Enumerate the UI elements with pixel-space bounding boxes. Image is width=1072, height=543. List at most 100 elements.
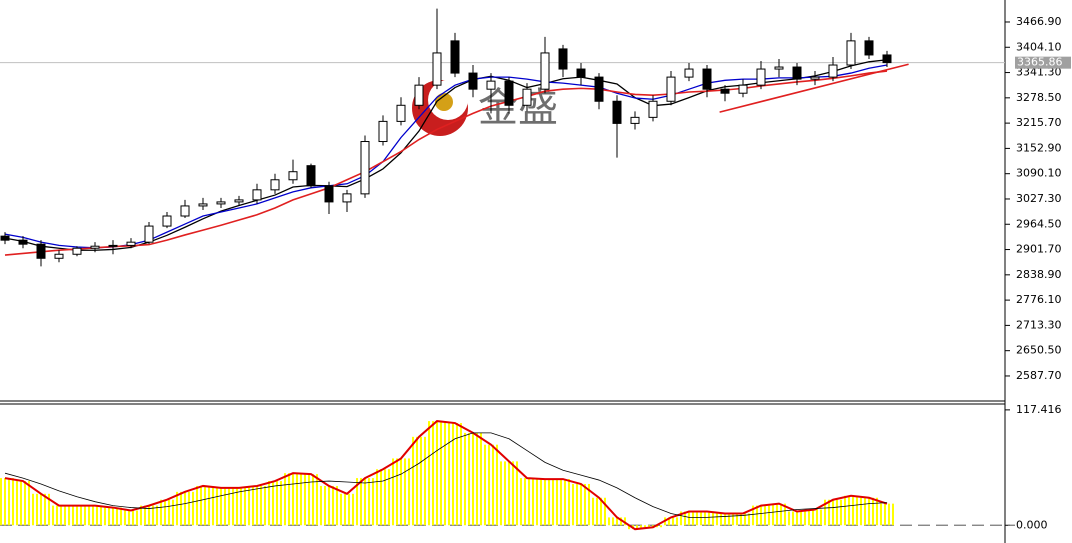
histogram-bar bbox=[590, 497, 608, 526]
candle-body bbox=[558, 48, 568, 70]
histogram-bar bbox=[572, 483, 590, 526]
histogram-bar bbox=[770, 503, 788, 526]
y-tick-label: 3215.70 bbox=[1016, 116, 1062, 129]
histogram-bar bbox=[0, 478, 14, 526]
histogram-bar bbox=[392, 458, 410, 526]
candle-body bbox=[504, 80, 514, 106]
candle-body bbox=[630, 116, 640, 124]
histogram-bar bbox=[266, 481, 284, 526]
candle-body bbox=[576, 68, 586, 78]
candle-body bbox=[216, 201, 226, 205]
trend-line bbox=[719, 63, 909, 113]
histogram-bar bbox=[356, 478, 374, 526]
candle-body bbox=[432, 52, 442, 86]
histogram-bar bbox=[14, 481, 32, 526]
candle-body bbox=[756, 68, 766, 86]
y-tick-label: 2901.70 bbox=[1016, 243, 1062, 256]
y-tick-label: 3404.10 bbox=[1016, 40, 1062, 53]
histogram-bar bbox=[806, 509, 824, 526]
candle-body bbox=[666, 76, 676, 102]
candle-body bbox=[0, 235, 10, 241]
histogram-bar bbox=[536, 479, 554, 526]
y-tick-label: 0.000 bbox=[1016, 518, 1048, 531]
histogram-bar bbox=[698, 511, 716, 526]
last-price-box bbox=[1015, 56, 1071, 69]
candle-body bbox=[72, 247, 82, 255]
candle-body bbox=[720, 88, 730, 94]
y-tick-label: 3090.10 bbox=[1016, 167, 1062, 180]
histogram-bar bbox=[554, 479, 572, 526]
histogram-bar bbox=[320, 485, 338, 526]
histogram-bar bbox=[662, 517, 680, 526]
watermark: 金盛 bbox=[478, 85, 558, 131]
histogram-bar bbox=[122, 510, 140, 526]
y-tick-label: 3027.30 bbox=[1016, 192, 1062, 205]
histogram-bar bbox=[248, 485, 266, 526]
histogram-bar bbox=[446, 423, 464, 526]
candle-body bbox=[162, 215, 172, 227]
candle-body bbox=[288, 171, 298, 181]
candle-body bbox=[234, 199, 244, 203]
candle-body bbox=[882, 54, 892, 64]
histogram-bar bbox=[842, 495, 860, 526]
candle-body bbox=[414, 84, 424, 106]
histogram-bar bbox=[410, 436, 428, 526]
candle-body bbox=[126, 241, 136, 246]
y-tick-label: 3341.30 bbox=[1016, 66, 1062, 79]
histogram-bar bbox=[734, 513, 752, 526]
histogram-bar bbox=[716, 513, 734, 526]
candle-body bbox=[198, 203, 208, 207]
histogram-bar bbox=[194, 485, 212, 526]
histogram-bar bbox=[500, 461, 518, 526]
histogram-bar bbox=[212, 487, 230, 526]
candle-body bbox=[486, 80, 496, 90]
candle-body bbox=[846, 40, 856, 66]
histogram-bar bbox=[752, 505, 770, 526]
histogram-bar bbox=[86, 505, 104, 526]
candle-body bbox=[396, 104, 406, 122]
y-tick-label: 2713.30 bbox=[1016, 318, 1062, 331]
y-tick-label: 2650.50 bbox=[1016, 344, 1062, 357]
histogram-outline bbox=[4, 420, 888, 531]
candle-body bbox=[342, 193, 352, 203]
candle-body bbox=[108, 244, 118, 247]
candle-body bbox=[810, 76, 820, 80]
y-tick-label: 2838.90 bbox=[1016, 268, 1062, 281]
histogram-bar bbox=[374, 469, 392, 526]
candle-body bbox=[468, 72, 478, 90]
candle-body bbox=[864, 40, 874, 56]
y-tick-label: 2587.70 bbox=[1016, 369, 1062, 382]
histogram-bar bbox=[788, 511, 806, 526]
signal-line bbox=[4, 432, 888, 518]
histogram-bar bbox=[680, 511, 698, 526]
candle-body bbox=[270, 179, 280, 191]
histogram-bar bbox=[860, 497, 878, 526]
candle-body bbox=[450, 40, 460, 74]
y-tick-label: 2776.10 bbox=[1016, 293, 1062, 306]
histogram-bar bbox=[608, 517, 626, 526]
last-price-label: 3365.86 bbox=[1017, 56, 1063, 69]
histogram-bar bbox=[50, 505, 68, 526]
histogram-bar bbox=[878, 503, 896, 526]
y-tick-label: 2964.50 bbox=[1016, 217, 1062, 230]
candle-body bbox=[684, 68, 694, 78]
histogram-bar bbox=[302, 474, 320, 526]
candle-body bbox=[180, 205, 190, 217]
candle-body bbox=[378, 120, 388, 143]
histogram-bar bbox=[464, 432, 482, 526]
candle-body bbox=[144, 225, 154, 243]
histogram-bar bbox=[158, 499, 176, 526]
candle-body bbox=[54, 253, 64, 259]
histogram-bar bbox=[104, 507, 122, 526]
histogram-bar bbox=[626, 525, 644, 530]
y-tick-label: 3152.90 bbox=[1016, 141, 1062, 154]
histogram-bar bbox=[824, 499, 842, 526]
candle-body bbox=[702, 68, 712, 90]
histogram-bar bbox=[32, 493, 50, 526]
histogram-bar bbox=[428, 421, 446, 526]
candle-body bbox=[612, 100, 622, 124]
candle-body bbox=[522, 88, 532, 106]
candle-body bbox=[36, 243, 46, 259]
